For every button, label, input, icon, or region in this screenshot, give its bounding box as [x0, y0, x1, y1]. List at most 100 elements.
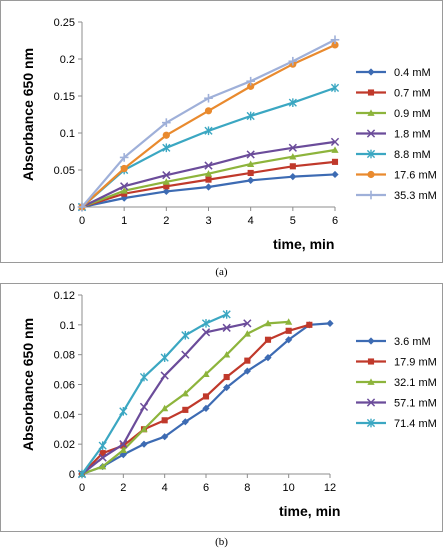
chart-b-data-point: [161, 417, 168, 424]
chart-a-series-line: [81, 43, 336, 208]
chart-a-data-point: [331, 41, 339, 49]
chart-b-data-point: [181, 330, 190, 340]
chart-a-data-point: [246, 76, 255, 86]
chart-a-y-tick-label: 0: [69, 202, 75, 214]
chart-a-data-point: [204, 126, 213, 136]
chart-a-legend-label: 0.4 mM: [394, 67, 431, 79]
chart-a-data-point: [162, 143, 171, 153]
chart-b-x-tick-label: 4: [162, 482, 168, 494]
chart-a-data-point: [204, 183, 213, 191]
chart-b-data-point: [201, 328, 211, 337]
chart-b-legend-marker: [367, 358, 375, 365]
chart-a-data-point: [163, 183, 170, 190]
chart-a-data-point: [205, 176, 212, 183]
chart-b-data-point: [182, 406, 189, 413]
chart-b-data-point: [244, 357, 251, 364]
chart-b-data-point: [139, 402, 149, 412]
chart-b-x-tick-label: 2: [120, 482, 126, 494]
chart-a-data-point: [247, 160, 255, 167]
chart-a-legend-marker: [367, 170, 375, 179]
chart-b-data-point: [160, 353, 169, 362]
chart-b-data-point: [202, 404, 210, 412]
chart-a-data-point: [204, 161, 213, 170]
chart-b-data-point: [285, 336, 293, 344]
chart-a-data-point: [204, 107, 213, 115]
chart-a-y-tick-label: 0.2: [60, 54, 75, 66]
chart-b-series-4: [77, 310, 231, 479]
chart-b-data-point: [201, 319, 211, 328]
chart-b-data-point: [285, 318, 293, 325]
chart-a-x-tick-label: 0: [79, 215, 85, 227]
chart-b-x-tick-label: 12: [324, 482, 336, 494]
chart-a-data-point: [289, 153, 297, 160]
chart-b-data-point: [223, 373, 230, 381]
chart-b-data-point: [181, 350, 190, 359]
chart-a-data-point: [162, 187, 170, 196]
chart-b-series-line: [81, 323, 310, 475]
chart-b-legend-label: 71.4 mM: [394, 418, 437, 430]
chart-b-data-point: [160, 371, 169, 380]
chart-b-legend-label: 17.9 mM: [394, 357, 437, 369]
chart-a-data-point: [247, 169, 254, 177]
chart-b-series-line: [81, 313, 228, 475]
chart-b-x-tick-label: 0: [79, 482, 85, 494]
chart-a-data-point: [121, 190, 128, 197]
chart-panel-b: 0 0.02 0.04 0.06 0.08 0.1 0.12 0 2 4 6 8 10 12 Absorba…: [0, 283, 443, 532]
chart-b-y-tick-label: 0.06: [54, 380, 75, 392]
chart-a-data-point: [289, 163, 296, 170]
chart-a-data-point: [331, 158, 339, 165]
chart-a-data-point: [246, 150, 255, 159]
chart-a-series-6: [77, 35, 340, 212]
chart-b-y-axis-label: Absorbance 650 nm: [20, 318, 36, 451]
chart-b-x-tick-label: 10: [283, 482, 295, 494]
chart-b-data-point: [264, 319, 272, 327]
chart-b-data-point: [243, 319, 252, 328]
chart-a-data-point: [162, 131, 170, 139]
chart-a-svg: 0 0.05 0.1 0.15 0.2 0.25 0 1 2 3 4 5 6 Absorbance 650…: [20, 17, 437, 252]
chart-a-data-point: [331, 146, 339, 153]
chart-b-data-point: [264, 336, 272, 343]
chart-a-data-point: [330, 35, 340, 45]
chart-b-data-point: [285, 327, 292, 334]
chart-b-x-tick-label: 8: [244, 482, 250, 494]
chart-b-data-point: [223, 383, 231, 392]
chart-b-x-axis-label: time, min: [279, 503, 340, 519]
chart-b-data-point: [243, 330, 251, 337]
chart-a-data-point: [77, 202, 87, 212]
chart-a-data-point: [204, 170, 213, 177]
chart-a-data-point: [288, 143, 297, 152]
chart-b-caption: (b): [215, 536, 228, 548]
chart-b-data-point: [140, 425, 148, 433]
chart-a-legend-marker: [366, 149, 376, 159]
chart-b-data-point: [119, 451, 127, 459]
chart-b-data-point: [326, 319, 334, 327]
chart-b-data-point: [99, 450, 106, 457]
chart-b-y-tick-label: 0.02: [54, 439, 75, 451]
chart-b-data-point: [119, 440, 128, 449]
chart-a-legend-label: 35.3 mM: [394, 190, 437, 202]
chart-a-legend-label: 8.8 mM: [394, 149, 431, 161]
chart-a-data-point: [119, 153, 129, 162]
chart-a-legend-marker: [366, 190, 376, 200]
chart-a-data-point: [162, 178, 170, 185]
chart-a-legend: 0.4 mM 0.7 mM 0.9 mM 1.8 mM 8.8 mM 17.6 mM 35.…: [356, 67, 437, 202]
chart-a-x-tick-label: 1: [121, 215, 127, 227]
chart-a-legend-label: 0.9 mM: [394, 108, 431, 120]
chart-a-data-point: [247, 82, 255, 90]
chart-b-data-point: [119, 407, 128, 416]
chart-a-legend-label: 1.8 mM: [394, 129, 431, 141]
chart-b-legend-marker: [366, 418, 376, 428]
chart-b-data-point: [202, 370, 210, 377]
chart-a-x-tick-label: 3: [205, 215, 211, 227]
chart-b-legend: 3.6 mM 17.9 mM 32.1 mM 57.1 mM 71.4 mM: [356, 336, 437, 430]
chart-a-y-tick-label: 0.05: [54, 165, 75, 177]
chart-b-data-point: [161, 404, 169, 412]
chart-a-y-tick-label: 0.1: [60, 128, 75, 140]
chart-b-y-tick-label: 0: [69, 469, 75, 481]
chart-b-data-point: [222, 323, 231, 332]
chart-b-data-point: [222, 310, 231, 319]
chart-a-data-point: [288, 56, 298, 66]
chart-b-legend-label: 32.1 mM: [394, 377, 437, 389]
chart-b-y-tick-label: 0.12: [54, 290, 75, 302]
chart-b-y-tick-label: 0.04: [54, 409, 75, 421]
